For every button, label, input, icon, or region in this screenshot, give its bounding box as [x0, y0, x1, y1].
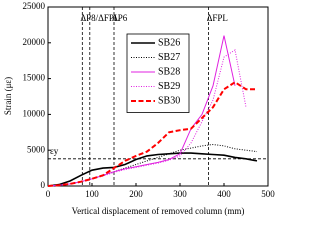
legend-label: SB27	[158, 52, 180, 63]
series-line	[47, 143, 258, 187]
reference-label: ΔP6	[112, 13, 128, 23]
y-tick-label: 10000	[23, 108, 46, 118]
x-tick-label: 300	[173, 189, 187, 199]
x-tick-label: 200	[129, 189, 143, 199]
reference-label: ΔFPL	[207, 13, 228, 23]
x-tick-label: 100	[85, 189, 99, 199]
y-tick-label: 20000	[23, 37, 46, 47]
legend-label: SB30	[158, 95, 180, 106]
legend-label: SB28	[158, 66, 180, 77]
y-tick-label: 0	[41, 180, 46, 190]
legend-label: SB29	[158, 81, 180, 92]
y-tick-label: 5000	[27, 144, 46, 154]
legend-box	[126, 33, 190, 113]
series-line	[47, 152, 258, 187]
series-line	[47, 81, 257, 187]
x-tick-label: 0	[46, 189, 51, 199]
x-tick-label: 500	[261, 189, 275, 199]
reference-label: ΔP8/ΔFPL	[80, 13, 119, 23]
chart: Vertical displacement of removed column …	[3, 1, 275, 216]
y-tick-label: 15000	[23, 73, 46, 83]
x-axis-label: Vertical displacement of removed column …	[72, 206, 245, 216]
reference-label: εy	[50, 146, 59, 156]
legend-label: SB26	[158, 37, 180, 48]
y-axis-label: Strain (με)	[3, 77, 13, 115]
plot-frame	[47, 6, 269, 187]
x-tick-label: 400	[217, 189, 231, 199]
y-tick-label: 25000	[23, 1, 46, 11]
